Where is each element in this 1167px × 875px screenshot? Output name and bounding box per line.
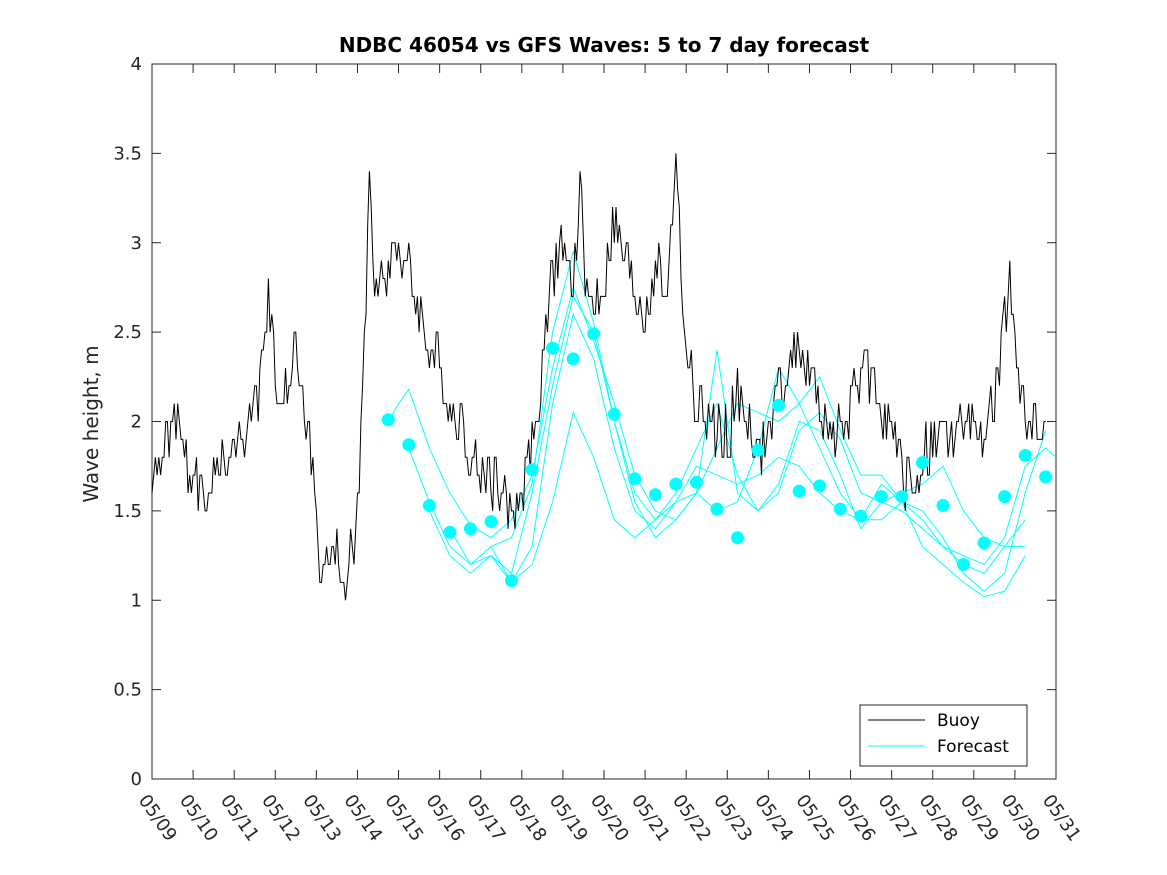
- forecast-point: [422, 499, 436, 512]
- legend-label-forecast: Forecast: [937, 737, 1009, 757]
- forecast-point: [833, 502, 847, 516]
- forecast-point: [998, 490, 1012, 504]
- forecast-point: [587, 327, 601, 341]
- forecast-point: [957, 558, 970, 571]
- forecast-point: [977, 536, 991, 550]
- forecast-point: [874, 490, 888, 504]
- forecast-point: [648, 488, 662, 502]
- forecast-point: [505, 574, 518, 588]
- forecast-line-1: [408, 249, 1026, 575]
- legend-label-buoy: Buoy: [937, 711, 980, 731]
- forecast-point: [731, 531, 744, 545]
- forecast-point: [607, 407, 621, 421]
- forecast-point: [381, 413, 395, 427]
- y-axis-label: Wave height, m: [79, 345, 103, 502]
- forecast-point: [690, 475, 703, 489]
- forecast-point: [854, 509, 868, 523]
- forecast-point: [916, 456, 929, 470]
- forecast-point: [628, 472, 642, 486]
- forecast-point: [813, 479, 827, 493]
- forecast-point: [1039, 470, 1053, 484]
- forecast-point: [669, 477, 683, 491]
- forecast-line-2: [428, 312, 1047, 592]
- forecast-point: [710, 502, 724, 516]
- forecast-line-3: [449, 295, 1026, 598]
- plot-area: [151, 63, 1057, 780]
- forecast-point: [936, 499, 950, 512]
- legend: Buoy Forecast: [859, 704, 1028, 767]
- y-tick-label: 2.5: [113, 322, 142, 343]
- forecast-point: [464, 522, 477, 536]
- forecast-point: [525, 463, 539, 477]
- forecast-point: [772, 398, 786, 412]
- y-tick-label: 1.5: [113, 501, 142, 522]
- forecast-point: [484, 515, 498, 529]
- y-tick-label: 0: [131, 769, 142, 790]
- axes-box: [151, 63, 1057, 780]
- forecast-point: [1018, 449, 1032, 462]
- y-tick-label: 0.5: [113, 680, 142, 701]
- y-tick-label: 3: [131, 233, 142, 254]
- forecast-point: [546, 341, 560, 355]
- series-layer: [151, 153, 1057, 601]
- y-tick-label: 4: [131, 54, 142, 75]
- forecast-point: [792, 484, 806, 498]
- forecast-line-4: [490, 349, 1026, 584]
- buoy-line: [151, 153, 1046, 601]
- y-tick-label: 2: [131, 412, 142, 433]
- forecast-point: [751, 443, 765, 457]
- y-axis: 0 0.5 1 1.5 2 2.5 3 3.5 4: [113, 54, 1056, 790]
- forecast-point: [895, 490, 909, 504]
- y-tick-label: 3.5: [113, 143, 142, 164]
- forecast-point: [443, 525, 457, 539]
- forecast-point: [566, 352, 580, 366]
- legend-box: [859, 704, 1028, 767]
- forecast-point: [402, 438, 416, 452]
- y-tick-label: 1: [131, 590, 142, 611]
- chart-title: NDBC 46054 vs GFS Waves: 5 to 7 day fore…: [339, 33, 870, 57]
